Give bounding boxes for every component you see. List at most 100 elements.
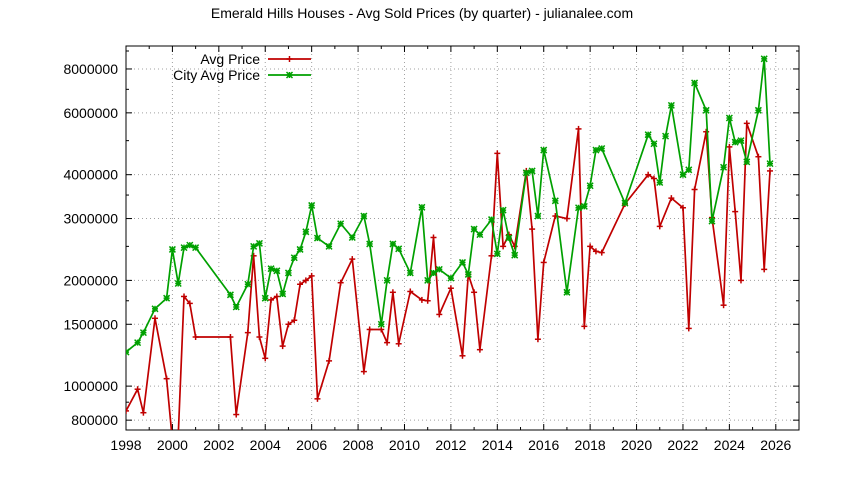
data-point — [302, 277, 309, 284]
data-point — [656, 223, 663, 230]
marker-stroke — [302, 228, 310, 236]
data-point — [667, 101, 675, 109]
x-tick-label: 2012 — [435, 437, 466, 453]
marker-stroke — [192, 244, 200, 252]
marker-stroke — [522, 169, 530, 177]
data-point — [598, 249, 605, 256]
data-point — [284, 269, 292, 277]
data-point — [587, 243, 594, 250]
marker-stroke — [232, 303, 240, 311]
marker-stroke — [180, 244, 188, 252]
data-point — [279, 343, 286, 350]
marker-stroke — [134, 339, 142, 347]
data-point — [464, 270, 472, 278]
marker-stroke — [592, 146, 600, 154]
marker-stroke — [679, 171, 687, 179]
data-point — [505, 234, 513, 242]
data-point — [192, 244, 200, 252]
data-point — [273, 267, 281, 275]
marker-stroke — [151, 305, 159, 313]
data-point — [395, 340, 402, 347]
marker-stroke — [273, 267, 281, 275]
y-tick-label: 1000000 — [63, 378, 118, 394]
axes: 1998 2000 2002 2004 2006 2008 2010 2012 2014 2016… — [63, 45, 800, 453]
x-tick-label: 2000 — [157, 437, 188, 453]
y-tick-label: 3000000 — [63, 211, 118, 227]
data-point — [743, 120, 750, 127]
data-point — [325, 242, 333, 250]
marker-stroke — [290, 254, 298, 262]
y-tick-label: 800000 — [71, 412, 118, 428]
data-point — [337, 279, 344, 286]
data-point — [575, 204, 583, 212]
marker-stroke — [487, 216, 496, 224]
data-point — [267, 265, 275, 273]
data-point — [731, 138, 739, 146]
marker-stroke — [366, 240, 374, 248]
marker-stroke — [163, 294, 171, 302]
marker-stroke — [255, 239, 263, 247]
data-point — [418, 203, 426, 211]
series-layer — [126, 55, 774, 430]
data-point — [314, 395, 321, 402]
legend-label: City Avg Price — [173, 67, 260, 83]
data-point — [685, 166, 693, 174]
marker-stroke — [447, 274, 455, 282]
data-point — [273, 293, 280, 300]
data-point — [250, 242, 258, 250]
data-point — [134, 339, 142, 347]
marker-stroke — [737, 137, 745, 145]
data-point — [313, 234, 321, 242]
data-point — [140, 409, 147, 416]
data-point — [168, 245, 176, 253]
y-tick-label: 6000000 — [63, 105, 118, 121]
data-point — [737, 277, 744, 284]
data-point — [378, 326, 385, 333]
marker-stroke — [470, 225, 478, 233]
marker-stroke — [313, 234, 321, 242]
data-point — [262, 355, 269, 362]
data-point — [592, 248, 599, 255]
x-tick-label: 2002 — [203, 437, 234, 453]
data-point — [720, 302, 727, 309]
marker-stroke — [406, 269, 414, 277]
data-point — [470, 225, 478, 233]
data-point — [233, 411, 240, 418]
data-point — [487, 216, 496, 224]
data-point — [232, 303, 240, 311]
x-tick-label: 2010 — [389, 437, 420, 453]
marker-stroke — [563, 288, 571, 296]
x-tick-label: 2008 — [342, 437, 373, 453]
data-point — [580, 202, 588, 210]
x-tick-label: 2014 — [482, 437, 513, 453]
data-point — [691, 79, 699, 87]
marker-stroke — [754, 106, 762, 114]
data-point — [186, 300, 193, 307]
data-point — [268, 296, 275, 303]
data-point — [384, 339, 391, 346]
data-point — [296, 245, 304, 253]
marker-stroke — [708, 217, 716, 225]
data-point — [650, 175, 657, 182]
marker-stroke — [418, 203, 426, 211]
marker-stroke — [389, 240, 397, 248]
data-point — [279, 290, 287, 298]
marker-stroke — [168, 245, 176, 253]
data-point — [192, 333, 199, 340]
data-point — [522, 169, 530, 177]
legend-label: Avg Price — [200, 51, 260, 67]
data-point — [645, 171, 652, 178]
data-point — [326, 357, 333, 364]
marker-stroke — [650, 140, 658, 148]
data-point — [244, 280, 252, 288]
data-point — [656, 178, 664, 187]
data-point — [406, 269, 414, 277]
marker-stroke — [126, 351, 130, 356]
data-point — [575, 125, 582, 132]
marker-stroke — [505, 234, 513, 242]
marker-stroke — [691, 79, 699, 87]
data-point — [761, 266, 768, 273]
marker-stroke — [308, 201, 316, 209]
